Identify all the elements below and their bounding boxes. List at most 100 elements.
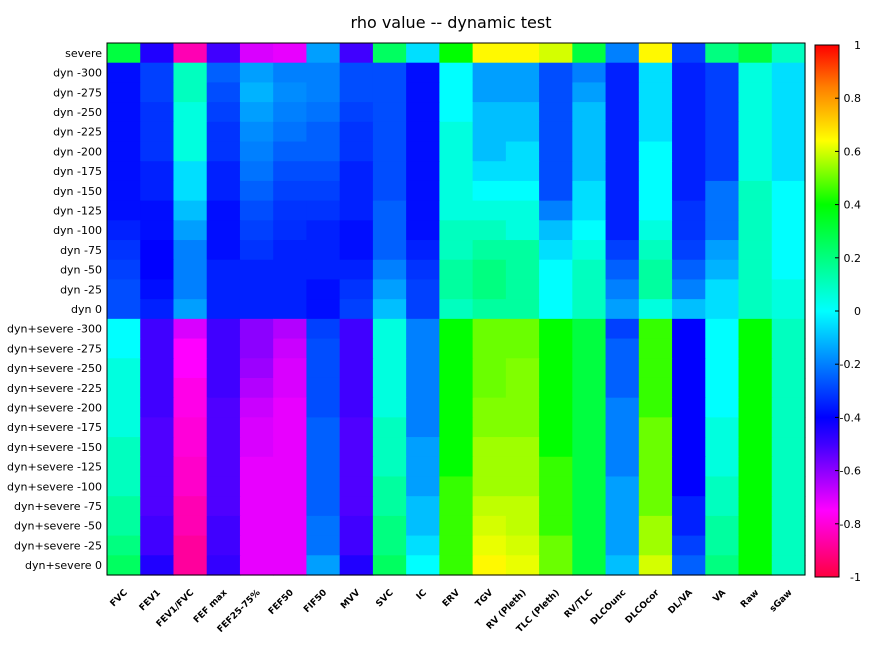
heatmap-cell bbox=[605, 62, 640, 83]
row-label: dyn -25 bbox=[60, 283, 102, 296]
row-label: dyn+severe -150 bbox=[7, 441, 102, 454]
heatmap-cell bbox=[705, 417, 740, 438]
heatmap-cell bbox=[339, 535, 374, 556]
heatmap-cell bbox=[107, 200, 141, 221]
heatmap-cell bbox=[140, 555, 175, 576]
heatmap-cell bbox=[505, 397, 540, 418]
heatmap-cell bbox=[140, 62, 175, 83]
heatmap-cell bbox=[439, 200, 474, 221]
heatmap-cell bbox=[539, 220, 573, 241]
heatmap-cell bbox=[107, 456, 141, 478]
heatmap-cell bbox=[705, 43, 740, 64]
heatmap-cell bbox=[672, 102, 706, 123]
heatmap-cell bbox=[406, 456, 440, 478]
heatmap-cell bbox=[539, 240, 573, 261]
heatmap-cell bbox=[306, 318, 341, 340]
heatmap-cell bbox=[140, 240, 175, 261]
heatmap-cell bbox=[339, 180, 374, 202]
colorbar-tick-label: 0.2 bbox=[844, 252, 862, 265]
heatmap-cell bbox=[273, 318, 308, 340]
heatmap-cell bbox=[472, 220, 507, 241]
heatmap-cell bbox=[107, 417, 141, 438]
heatmap-cell bbox=[505, 318, 540, 340]
heatmap-cell bbox=[339, 496, 374, 517]
heatmap-cell bbox=[306, 240, 341, 261]
heatmap-cell bbox=[539, 338, 573, 359]
heatmap-cell bbox=[439, 240, 474, 261]
heatmap-cell bbox=[738, 259, 773, 281]
heatmap-cell bbox=[738, 397, 773, 418]
heatmap-cell bbox=[239, 476, 274, 497]
heatmap-cell bbox=[273, 259, 308, 281]
heatmap-cell bbox=[107, 82, 141, 103]
colorbar-tick-label: 0 bbox=[854, 305, 861, 318]
heatmap-cell bbox=[472, 318, 507, 340]
heatmap-cell bbox=[605, 279, 640, 300]
heatmap-cell bbox=[572, 535, 607, 556]
heatmap-cell bbox=[206, 220, 241, 241]
heatmap-cell bbox=[505, 220, 540, 241]
heatmap-cell bbox=[771, 121, 806, 143]
heatmap-cell bbox=[605, 358, 640, 379]
heatmap-cell bbox=[472, 259, 507, 281]
heatmap-cell bbox=[771, 161, 806, 182]
heatmap-cell bbox=[505, 417, 540, 438]
heatmap-cell bbox=[472, 43, 507, 64]
heatmap-cell bbox=[638, 279, 673, 300]
heatmap-cell bbox=[339, 62, 374, 83]
heatmap-cell bbox=[705, 338, 740, 359]
heatmap-cell bbox=[705, 240, 740, 261]
heatmap-cell bbox=[206, 200, 241, 221]
heatmap-cell bbox=[738, 180, 773, 202]
heatmap-cell bbox=[306, 299, 341, 320]
heatmap-cell bbox=[107, 279, 141, 300]
heatmap-cell bbox=[638, 338, 673, 359]
heatmap-cell bbox=[173, 180, 208, 202]
heatmap-cell bbox=[771, 102, 806, 123]
heatmap-cell bbox=[306, 82, 341, 103]
heatmap-cell bbox=[239, 220, 274, 241]
heatmap-cell bbox=[672, 338, 706, 359]
heatmap-cell bbox=[638, 496, 673, 517]
heatmap-cell bbox=[306, 338, 341, 359]
heatmap-cell bbox=[107, 377, 141, 399]
heatmap-cell bbox=[339, 358, 374, 379]
heatmap-cell bbox=[672, 535, 706, 556]
heatmap-cell bbox=[638, 358, 673, 379]
heatmap-cell bbox=[173, 259, 208, 281]
heatmap-cell bbox=[572, 161, 607, 182]
heatmap-cell bbox=[539, 476, 573, 497]
heatmap-cell bbox=[173, 358, 208, 379]
heatmap-cell bbox=[738, 318, 773, 340]
heatmap-cell bbox=[273, 279, 308, 300]
heatmap-cell bbox=[638, 200, 673, 221]
heatmap-cell bbox=[505, 476, 540, 497]
heatmap-cell bbox=[505, 43, 540, 64]
heatmap-cell bbox=[406, 62, 440, 83]
heatmap-cell bbox=[206, 62, 241, 83]
column-label: VA bbox=[712, 588, 729, 605]
heatmap-cell bbox=[239, 397, 274, 418]
heatmap-cell bbox=[605, 417, 640, 438]
heatmap-cell bbox=[306, 515, 341, 537]
heatmap-cell bbox=[472, 456, 507, 478]
heatmap-cell bbox=[738, 535, 773, 556]
heatmap-cells bbox=[107, 43, 806, 576]
heatmap-cell bbox=[339, 417, 374, 438]
heatmap-cell bbox=[505, 279, 540, 300]
heatmap-cell bbox=[206, 476, 241, 497]
heatmap-cell bbox=[572, 121, 607, 143]
heatmap-cell bbox=[672, 515, 706, 537]
heatmap-cell bbox=[273, 240, 308, 261]
heatmap-cell bbox=[605, 43, 640, 64]
heatmap-cell bbox=[173, 318, 208, 340]
heatmap-cell bbox=[239, 200, 274, 221]
heatmap-cell bbox=[439, 82, 474, 103]
heatmap-cell bbox=[638, 397, 673, 418]
heatmap-cell bbox=[572, 515, 607, 537]
heatmap-cell bbox=[273, 377, 308, 399]
heatmap-cell bbox=[705, 141, 740, 162]
heatmap-cell bbox=[672, 43, 706, 64]
heatmap-cell bbox=[273, 121, 308, 143]
